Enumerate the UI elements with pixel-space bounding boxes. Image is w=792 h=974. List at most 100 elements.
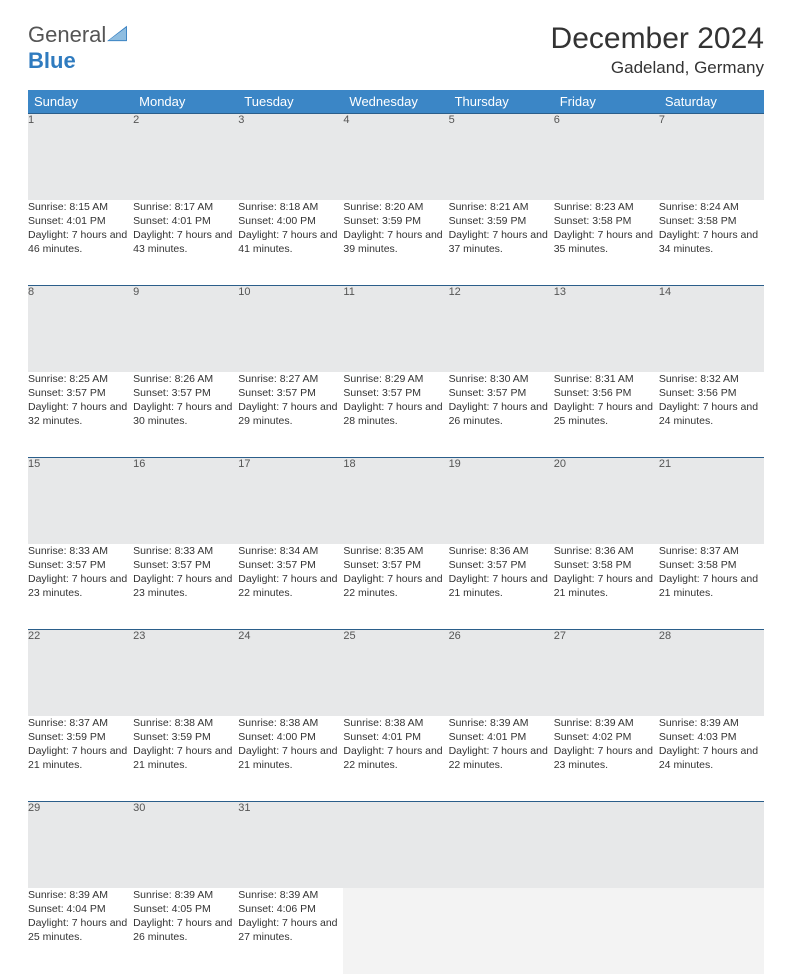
day-number-cell: 17	[238, 458, 343, 544]
week-data-row: Sunrise: 8:33 AMSunset: 3:57 PMDaylight:…	[28, 544, 764, 630]
sunset-text: Sunset: 4:00 PM	[238, 730, 343, 744]
sunset-text: Sunset: 3:57 PM	[238, 386, 343, 400]
day-data-cell: Sunrise: 8:39 AMSunset: 4:06 PMDaylight:…	[238, 888, 343, 974]
sunrise-text: Sunrise: 8:17 AM	[133, 200, 238, 214]
sunrise-text: Sunrise: 8:33 AM	[28, 544, 133, 558]
day-data-cell: Sunrise: 8:37 AMSunset: 3:58 PMDaylight:…	[659, 544, 764, 630]
day-number-cell: 3	[238, 114, 343, 200]
day-data-cell: Sunrise: 8:24 AMSunset: 3:58 PMDaylight:…	[659, 200, 764, 286]
day-data-cell: Sunrise: 8:15 AMSunset: 4:01 PMDaylight:…	[28, 200, 133, 286]
day-data-cell: Sunrise: 8:39 AMSunset: 4:05 PMDaylight:…	[133, 888, 238, 974]
sunrise-text: Sunrise: 8:29 AM	[343, 372, 448, 386]
sunrise-text: Sunrise: 8:25 AM	[28, 372, 133, 386]
sunset-text: Sunset: 4:01 PM	[343, 730, 448, 744]
sunset-text: Sunset: 3:58 PM	[659, 558, 764, 572]
day-data-cell: Sunrise: 8:32 AMSunset: 3:56 PMDaylight:…	[659, 372, 764, 458]
daylight-text: Daylight: 7 hours and 24 minutes.	[659, 744, 764, 772]
day-number-cell: 30	[133, 802, 238, 888]
day-number-cell: 15	[28, 458, 133, 544]
daylight-text: Daylight: 7 hours and 22 minutes.	[449, 744, 554, 772]
daylight-text: Daylight: 7 hours and 32 minutes.	[28, 400, 133, 428]
sunrise-text: Sunrise: 8:39 AM	[554, 716, 659, 730]
day-number-cell: 8	[28, 286, 133, 372]
day-number-cell	[554, 802, 659, 888]
day-data-cell: Sunrise: 8:25 AMSunset: 3:57 PMDaylight:…	[28, 372, 133, 458]
logo-part1: General	[28, 22, 106, 47]
weekday-tue: Tuesday	[238, 90, 343, 114]
logo-text: General Blue	[28, 22, 128, 74]
day-data-cell	[449, 888, 554, 974]
day-number-cell: 22	[28, 630, 133, 716]
day-number-cell	[343, 802, 448, 888]
header: General Blue December 2024 Gadeland, Ger…	[28, 22, 764, 78]
sunrise-text: Sunrise: 8:33 AM	[133, 544, 238, 558]
day-data-cell: Sunrise: 8:31 AMSunset: 3:56 PMDaylight:…	[554, 372, 659, 458]
sunset-text: Sunset: 3:56 PM	[554, 386, 659, 400]
day-data-cell: Sunrise: 8:27 AMSunset: 3:57 PMDaylight:…	[238, 372, 343, 458]
daylight-text: Daylight: 7 hours and 23 minutes.	[554, 744, 659, 772]
day-data-cell: Sunrise: 8:36 AMSunset: 3:57 PMDaylight:…	[449, 544, 554, 630]
day-number-cell: 24	[238, 630, 343, 716]
day-number-cell: 2	[133, 114, 238, 200]
sunrise-text: Sunrise: 8:38 AM	[133, 716, 238, 730]
daylight-text: Daylight: 7 hours and 27 minutes.	[238, 916, 343, 944]
sunrise-text: Sunrise: 8:26 AM	[133, 372, 238, 386]
daylight-text: Daylight: 7 hours and 21 minutes.	[449, 572, 554, 600]
week-data-row: Sunrise: 8:25 AMSunset: 3:57 PMDaylight:…	[28, 372, 764, 458]
sunset-text: Sunset: 3:57 PM	[343, 558, 448, 572]
daylight-text: Daylight: 7 hours and 29 minutes.	[238, 400, 343, 428]
day-data-cell: Sunrise: 8:34 AMSunset: 3:57 PMDaylight:…	[238, 544, 343, 630]
sunrise-text: Sunrise: 8:39 AM	[449, 716, 554, 730]
sunrise-text: Sunrise: 8:36 AM	[554, 544, 659, 558]
weekday-wed: Wednesday	[343, 90, 448, 114]
weekday-sat: Saturday	[659, 90, 764, 114]
day-data-cell	[659, 888, 764, 974]
daylight-text: Daylight: 7 hours and 21 minutes.	[659, 572, 764, 600]
sunset-text: Sunset: 4:02 PM	[554, 730, 659, 744]
day-data-cell: Sunrise: 8:38 AMSunset: 4:00 PMDaylight:…	[238, 716, 343, 802]
daylight-text: Daylight: 7 hours and 22 minutes.	[343, 572, 448, 600]
day-number-cell: 5	[449, 114, 554, 200]
day-data-cell: Sunrise: 8:39 AMSunset: 4:04 PMDaylight:…	[28, 888, 133, 974]
daylight-text: Daylight: 7 hours and 34 minutes.	[659, 228, 764, 256]
sunrise-text: Sunrise: 8:39 AM	[28, 888, 133, 902]
daylight-text: Daylight: 7 hours and 23 minutes.	[28, 572, 133, 600]
day-number-cell: 1	[28, 114, 133, 200]
day-number-cell: 10	[238, 286, 343, 372]
sunset-text: Sunset: 3:57 PM	[28, 386, 133, 400]
sunset-text: Sunset: 3:57 PM	[133, 386, 238, 400]
daylight-text: Daylight: 7 hours and 43 minutes.	[133, 228, 238, 256]
sunset-text: Sunset: 3:57 PM	[449, 386, 554, 400]
sunset-text: Sunset: 4:03 PM	[659, 730, 764, 744]
week-number-row: 22232425262728	[28, 630, 764, 716]
logo: General Blue	[28, 22, 128, 74]
day-number-cell: 28	[659, 630, 764, 716]
daylight-text: Daylight: 7 hours and 39 minutes.	[343, 228, 448, 256]
day-number-cell: 21	[659, 458, 764, 544]
day-number-cell: 18	[343, 458, 448, 544]
daylight-text: Daylight: 7 hours and 26 minutes.	[133, 916, 238, 944]
day-data-cell: Sunrise: 8:29 AMSunset: 3:57 PMDaylight:…	[343, 372, 448, 458]
daylight-text: Daylight: 7 hours and 30 minutes.	[133, 400, 238, 428]
day-number-cell: 14	[659, 286, 764, 372]
day-number-cell: 11	[343, 286, 448, 372]
sunrise-text: Sunrise: 8:39 AM	[133, 888, 238, 902]
logo-part2: Blue	[28, 48, 76, 73]
daylight-text: Daylight: 7 hours and 24 minutes.	[659, 400, 764, 428]
week-data-row: Sunrise: 8:15 AMSunset: 4:01 PMDaylight:…	[28, 200, 764, 286]
day-data-cell: Sunrise: 8:26 AMSunset: 3:57 PMDaylight:…	[133, 372, 238, 458]
sunset-text: Sunset: 3:57 PM	[133, 558, 238, 572]
day-data-cell: Sunrise: 8:21 AMSunset: 3:59 PMDaylight:…	[449, 200, 554, 286]
day-number-cell: 29	[28, 802, 133, 888]
sunrise-text: Sunrise: 8:39 AM	[659, 716, 764, 730]
sunrise-text: Sunrise: 8:31 AM	[554, 372, 659, 386]
week-number-row: 1234567	[28, 114, 764, 200]
sunset-text: Sunset: 3:57 PM	[238, 558, 343, 572]
daylight-text: Daylight: 7 hours and 21 minutes.	[28, 744, 133, 772]
day-number-cell: 4	[343, 114, 448, 200]
sunrise-text: Sunrise: 8:32 AM	[659, 372, 764, 386]
daylight-text: Daylight: 7 hours and 25 minutes.	[28, 916, 133, 944]
week-data-row: Sunrise: 8:37 AMSunset: 3:59 PMDaylight:…	[28, 716, 764, 802]
week-data-row: Sunrise: 8:39 AMSunset: 4:04 PMDaylight:…	[28, 888, 764, 974]
week-number-row: 891011121314	[28, 286, 764, 372]
